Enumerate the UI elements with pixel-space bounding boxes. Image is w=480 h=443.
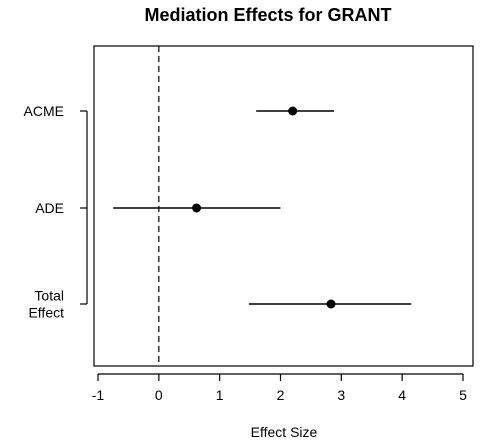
y-category-label: ADE — [35, 200, 64, 216]
effect-marks — [113, 106, 412, 309]
x-tick-label: 1 — [216, 387, 224, 403]
x-tick-label: -1 — [92, 387, 105, 403]
x-tick-label: 0 — [155, 387, 163, 403]
y-axis: ACME ADE Total Effect — [24, 103, 88, 321]
x-axis: -1 0 1 2 3 4 5 — [92, 373, 467, 403]
x-tick-label: 3 — [337, 387, 345, 403]
x-tick-label: 5 — [459, 387, 467, 403]
chart-title: Mediation Effects for GRANT — [144, 5, 391, 25]
x-tick-label: 2 — [277, 387, 285, 403]
y-category-label: Total Effect — [28, 288, 64, 321]
point-estimate — [288, 106, 298, 116]
x-tick-label: 4 — [398, 387, 406, 403]
y-category-label: ACME — [24, 103, 64, 119]
point-estimate — [192, 203, 202, 213]
plot-frame — [93, 45, 474, 367]
point-estimate — [326, 299, 336, 309]
x-axis-label: Effect Size — [251, 424, 318, 440]
